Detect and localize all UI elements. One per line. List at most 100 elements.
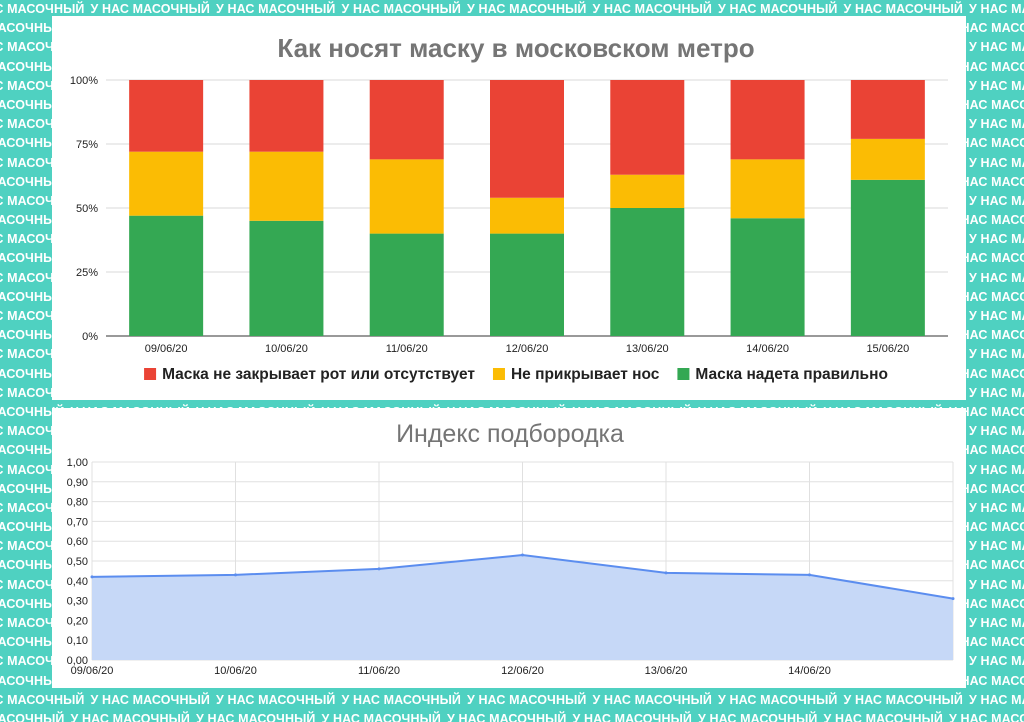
bar-segment	[850, 80, 925, 139]
watermark-text: У НАС МАСОЧНЫЙ	[949, 520, 1024, 535]
watermark-text: У НАС МАСОЧНЫЙ	[949, 673, 1024, 688]
bar-segment	[490, 80, 564, 198]
x-tick-label: 14/06/20	[746, 343, 789, 355]
bar-segment	[249, 151, 324, 221]
watermark-text: У НАС МАСОЧНЫЙ	[718, 2, 838, 16]
x-tick-label: 09/06/20	[145, 343, 188, 355]
watermark-text: У НАС МАСОЧНЫЙ	[0, 289, 65, 304]
bar-segment	[490, 197, 564, 234]
watermark-text: У НАС МАСОЧНЫЙ	[969, 462, 1024, 477]
bar-segment	[369, 233, 444, 336]
watermark-text: У НАС МАСОЧНЫЙ	[592, 2, 712, 16]
watermark-text: У НАС МАСОЧНЫЙ	[0, 2, 85, 16]
watermark-text: У НАС МАСОЧНЫЙ	[843, 692, 963, 707]
watermark-text: У НАС МАСОЧНЫЙ	[949, 59, 1024, 74]
y-tick-label: 1,00	[67, 457, 88, 469]
watermark-text: У НАС МАСОЧНЫЙ	[969, 232, 1024, 247]
x-tick-label: 12/06/20	[501, 665, 544, 677]
bar-segment	[850, 179, 925, 336]
watermark-text: У НАС МАСОЧНЫЙ	[949, 635, 1024, 650]
watermark-text: У НАС МАСОЧНЫЙ	[0, 596, 65, 611]
watermark-text: У НАС МАСОЧНЫЙ	[0, 673, 65, 688]
watermark-text: У НАС МАСОЧНЫЙ	[969, 347, 1024, 362]
watermark-text: У НАС МАСОЧНЫЙ	[0, 174, 65, 189]
watermark-text: У НАС МАСОЧНЫЙ	[0, 366, 65, 381]
stacked-bar-chart-panel: Как носят маску в московском метро 09/06…	[52, 16, 966, 400]
chart-title: Индекс подбородка	[396, 420, 624, 448]
data-point	[951, 597, 955, 601]
watermark-text: У НАС МАСОЧНЫЙ	[969, 424, 1024, 439]
x-tick-label: 13/06/20	[645, 665, 688, 677]
watermark-text: У НАС МАСОЧНЫЙ	[969, 385, 1024, 400]
y-tick-label: 0,00	[67, 655, 88, 667]
watermark-text: У НАС МАСОЧНЫЙ	[969, 309, 1024, 323]
watermark-text: У НАС МАСОЧНЫЙ	[70, 711, 190, 722]
watermark-text: У НАС МАСОЧНЫЙ	[0, 404, 65, 419]
area-fill	[92, 555, 953, 660]
watermark-text: У НАС МАСОЧНЫЙ	[341, 692, 461, 707]
watermark-text: У НАС МАСОЧНЫЙ	[969, 654, 1024, 669]
watermark-text: У НАС МАСОЧНЫЙ	[0, 481, 65, 496]
bar-segment	[249, 80, 324, 152]
watermark-text: У НАС МАСОЧНЫЙ	[949, 289, 1024, 304]
y-tick-label: 25%	[76, 267, 98, 279]
x-tick-label: 11/06/20	[358, 665, 400, 677]
x-tick-label: 10/06/20	[265, 343, 308, 355]
watermark-text: У НАС МАСОЧНЫЙ	[843, 2, 963, 16]
watermark-text: У НАС МАСОЧНЫЙ	[949, 711, 1024, 722]
y-tick-label: 0%	[82, 331, 98, 343]
watermark-text: У НАС МАСОЧНЫЙ	[949, 481, 1024, 496]
watermark-text: У НАС МАСОЧНЫЙ	[90, 692, 210, 707]
watermark-text: У НАС МАСОЧНЫЙ	[969, 117, 1024, 132]
watermark-text: У НАС МАСОЧНЫЙ	[969, 539, 1024, 554]
x-tick-label: 12/06/20	[506, 343, 549, 355]
watermark-text: У НАС МАСОЧНЫЙ	[969, 616, 1024, 630]
data-point	[90, 575, 94, 579]
watermark-text: У НАС МАСОЧНЫЙ	[969, 692, 1024, 707]
y-tick-label: 100%	[70, 75, 98, 87]
watermark-text: У НАС МАСОЧНЫЙ	[718, 692, 838, 707]
chart-title: Как носят маску в московском метро	[277, 33, 754, 63]
watermark-text: У НАС МАСОЧНЫЙ	[969, 2, 1024, 16]
watermark-text: У НАС МАСОЧНЫЙ	[592, 692, 712, 707]
watermark-text: У НАС МАСОЧНЫЙ	[969, 78, 1024, 93]
watermark-text: У НАС МАСОЧНЫЙ	[216, 2, 336, 16]
watermark-row: У НАС МАСОЧНЫЙ У НАС МАСОЧНЫЙ У НАС МАСОЧН…	[0, 691, 1024, 710]
y-tick-label: 0,40	[67, 576, 88, 588]
data-point	[377, 567, 381, 571]
watermark-text: У НАС МАСОЧНЫЙ	[949, 328, 1024, 343]
y-tick-label: 0,70	[67, 516, 88, 528]
watermark-text: У НАС МАСОЧНЫЙ	[0, 692, 85, 707]
watermark-text: У НАС МАСОЧНЫЙ	[467, 2, 587, 16]
y-tick-label: 75%	[76, 139, 98, 151]
watermark-text: У НАС МАСОЧНЫЙ	[0, 251, 65, 266]
watermark-text: У НАС МАСОЧНЫЙ	[698, 711, 818, 722]
watermark-text: У НАС МАСОЧНЫЙ	[0, 520, 65, 535]
area-chart-panel: Индекс подбородка 09/06/20 10/06/20 11/06/…	[52, 408, 966, 688]
watermark-text: У НАС МАСОЧНЫЙ	[949, 21, 1024, 36]
legend-label: Маска не закрывает рот или отсутствует	[162, 366, 475, 383]
bar-segment	[610, 174, 685, 208]
y-tick-label: 0,10	[67, 635, 88, 647]
watermark-text: У НАС МАСОЧНЫЙ	[949, 558, 1024, 573]
y-tick-label: 0,90	[67, 477, 88, 489]
watermark-text: У НАС МАСОЧНЫЙ	[0, 21, 65, 36]
watermark-text: У НАС МАСОЧНЫЙ	[969, 577, 1024, 592]
legend-label: Маска надета правильно	[695, 366, 888, 383]
area-chart: Индекс подбородка 09/06/20 10/06/20 11/06/…	[67, 420, 955, 677]
watermark-text: У НАС МАСОЧНЫЙ	[0, 213, 65, 228]
legend-swatch	[492, 368, 505, 380]
x-tick-label: 11/06/20	[386, 343, 428, 355]
watermark-text: У НАС МАСОЧНЫЙ	[0, 328, 65, 343]
watermark-text: У НАС МАСОЧНЫЙ	[949, 443, 1024, 458]
stacked-bar-chart: Как носят маску в московском метро 09/06…	[70, 33, 948, 383]
bar-segment	[610, 208, 685, 336]
x-tick-label: 13/06/20	[626, 343, 669, 355]
watermark-text: У НАС МАСОЧНЫЙ	[0, 59, 65, 74]
x-tick-label: 10/06/20	[214, 665, 257, 677]
data-point	[808, 573, 811, 577]
x-tick-label: 09/06/20	[71, 665, 114, 677]
watermark-text: У НАС МАСОЧНЫЙ	[969, 155, 1024, 170]
watermark-row: У НАС МАСОЧНЫЙ У НАС МАСОЧНЫЙ У НАС МАСОЧН…	[0, 0, 1024, 19]
watermark-text: У НАС МАСОЧНЫЙ	[341, 2, 461, 16]
